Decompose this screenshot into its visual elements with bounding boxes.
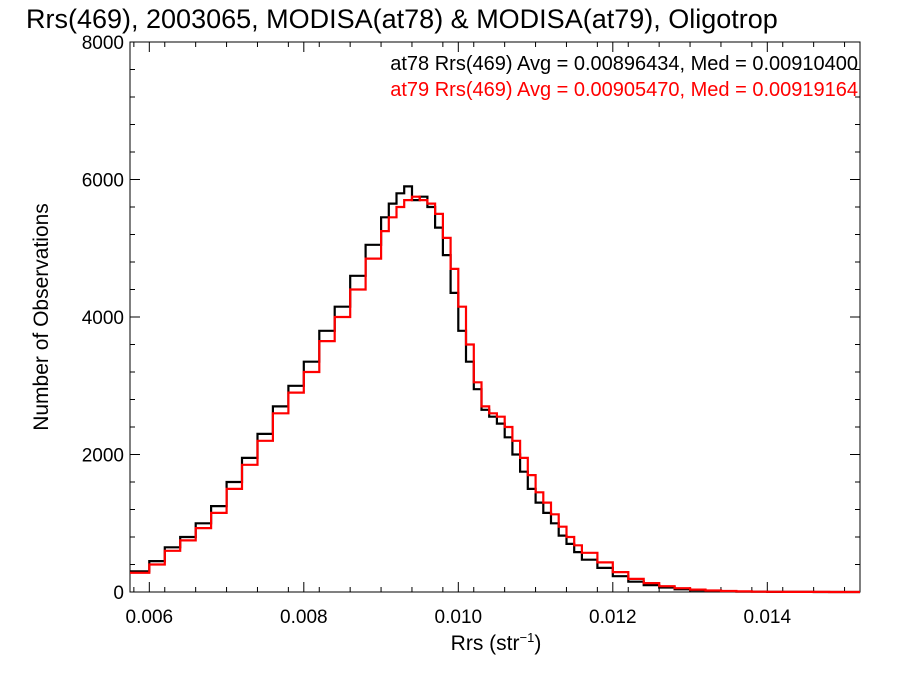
plot-frame xyxy=(129,41,861,593)
x-tick-label: 0.008 xyxy=(280,607,328,628)
y-tick-label: 6000 xyxy=(82,171,124,192)
x-axis-label: Rrs (str−1) xyxy=(451,630,542,655)
series-layer xyxy=(130,185,860,594)
axis-ticks: 0.006 0.008 0.010 0.012 0.014 0 2000 4000 6000 80… xyxy=(82,33,860,628)
y-axis-label: Number of Observations xyxy=(30,203,53,431)
y-tick-label: 2000 xyxy=(82,446,124,467)
y-tick-label: 4000 xyxy=(82,308,124,329)
legend-entry: at79 Rrs(469) Avg = 0.00905470, Med = 0.… xyxy=(390,79,858,101)
x-tick-label: 0.014 xyxy=(744,607,792,628)
y-tick-label: 8000 xyxy=(82,33,124,54)
series-line-at78 xyxy=(130,185,860,594)
x-tick-label: 0.006 xyxy=(126,607,174,628)
x-tick-label: 0.012 xyxy=(589,607,637,628)
series-line-at79 xyxy=(130,195,860,594)
legend: at78 Rrs(469) Avg = 0.00896434, Med = 0.… xyxy=(390,53,858,101)
legend-entry: at78 Rrs(469) Avg = 0.00896434, Med = 0.… xyxy=(390,53,858,75)
x-tick-label: 0.010 xyxy=(435,607,483,628)
chart-title: Rrs(469), 2003065, MODISA(at78) & MODISA… xyxy=(26,4,778,34)
y-tick-label: 0 xyxy=(113,583,124,604)
